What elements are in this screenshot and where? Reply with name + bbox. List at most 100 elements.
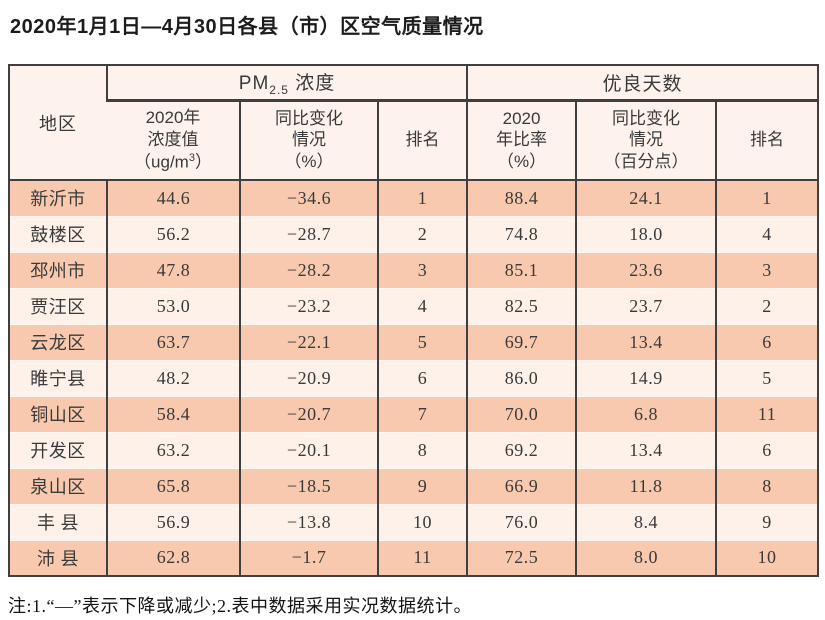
pm-change-cell: −28.2 [239, 251, 378, 288]
pm-rank-cell: 10 [376, 503, 468, 540]
good-change-cell: 6.8 [575, 395, 717, 432]
good-change-cell: 11.8 [575, 467, 717, 504]
header-pm-value-line1: 2020年 [145, 108, 201, 128]
good-rank-cell: 10 [715, 539, 819, 576]
header-good-rate-line2: 年比率 [496, 130, 548, 150]
region-cell: 鼓楼区 [9, 215, 107, 252]
region-cell: 云龙区 [9, 323, 107, 360]
table-row: 泉山区 65.8 −18.5 9 66.9 11.8 8 [9, 467, 819, 504]
header-pm-value: 2020年 浓度值 （ug/m3） [107, 100, 240, 181]
pm-rank-cell: 1 [376, 180, 468, 216]
pm-value-cell: 63.2 [106, 431, 240, 468]
table-row: 睢宁县 48.2 −20.9 6 86.0 14.9 5 [9, 359, 819, 396]
table-row: 鼓楼区 56.2 −28.7 2 74.8 18.0 4 [9, 215, 819, 252]
region-cell: 睢宁县 [9, 359, 107, 396]
header-good-change-line1: 同比变化 [612, 108, 681, 128]
good-rate-cell: 72.5 [466, 539, 577, 576]
region-cell: 开发区 [9, 431, 107, 468]
good-change-cell: 14.9 [575, 359, 717, 396]
good-rank-cell: 8 [715, 467, 819, 504]
pm-change-cell: −23.2 [239, 287, 378, 324]
header-pm-change: 同比变化 情况 （%） [239, 100, 378, 181]
pm-change-cell: −20.7 [239, 395, 378, 432]
good-rate-cell: 66.9 [466, 467, 577, 504]
header-good-change-line2: 情况 [629, 130, 664, 150]
good-change-cell: 23.6 [575, 251, 717, 288]
region-cell: 沛 县 [9, 539, 107, 576]
region-cell: 邳州市 [9, 251, 107, 288]
pm-rank-cell: 7 [376, 395, 468, 432]
page-title: 2020年1月1日—4月30日各县（市）区空气质量情况 [10, 16, 484, 38]
pm-value-cell: 65.8 [106, 467, 240, 504]
unit-suffix: ） [194, 152, 212, 172]
pm-change-cell: −1.7 [239, 539, 378, 576]
pm-change-cell: −20.9 [239, 359, 378, 396]
good-rate-cell: 88.4 [466, 180, 577, 216]
region-cell: 泉山区 [9, 467, 107, 504]
pm25-subscript: 2.5 [269, 82, 289, 97]
pm-rank-cell: 8 [376, 431, 468, 468]
table-row: 邳州市 47.8 −28.2 3 85.1 23.6 3 [9, 251, 819, 288]
pm-value-cell: 53.0 [106, 287, 240, 324]
header-pm-value-unit: （ug/m3） [107, 151, 239, 173]
region-cell: 新沂市 [9, 180, 107, 216]
pm-rank-cell: 3 [376, 251, 468, 288]
air-quality-table: 地区 PM2.5 浓度 优良天数 2020年 浓度值 （ug/m3） 同比变化 … [8, 64, 820, 577]
pm-rank-cell: 11 [376, 539, 468, 576]
pm-change-cell: −28.7 [239, 215, 378, 252]
good-rate-cell: 76.0 [466, 503, 577, 540]
good-rate-cell: 86.0 [466, 359, 577, 396]
header-region: 地区 [9, 65, 107, 181]
good-rank-cell: 5 [715, 359, 819, 396]
good-rank-cell: 3 [715, 251, 819, 288]
good-rate-cell: 69.7 [466, 323, 577, 360]
table-row: 贾汪区 53.0 −23.2 4 82.5 23.7 2 [9, 287, 819, 324]
pm-rank-cell: 9 [376, 467, 468, 504]
pm-rank-cell: 2 [376, 215, 468, 252]
pm-value-cell: 63.7 [106, 323, 240, 360]
header-pm-value-line2: 浓度值 [147, 130, 199, 150]
good-rate-cell: 74.8 [466, 215, 577, 252]
footnote: 注:1.“—”表示下降或减少;2.表中数据采用实况数据统计。 [8, 596, 472, 616]
header-pm25-group: PM2.5 浓度 [105, 65, 468, 102]
good-rank-cell: 9 [715, 503, 819, 540]
good-change-cell: 13.4 [575, 431, 717, 468]
good-change-cell: 8.0 [575, 539, 717, 576]
region-cell: 铜山区 [9, 395, 107, 432]
good-change-cell: 8.4 [575, 503, 717, 540]
header-pm-rank: 排名 [376, 100, 468, 181]
good-rate-cell: 70.0 [466, 395, 577, 432]
region-cell: 贾汪区 [9, 287, 107, 324]
header-good-rate-line3: （%） [496, 152, 547, 172]
table-row: 开发区 63.2 −20.1 8 69.2 13.4 6 [9, 431, 819, 468]
header-good-rank: 排名 [715, 100, 819, 181]
pm-change-cell: −18.5 [239, 467, 378, 504]
table-row: 丰 县 56.9 −13.8 10 76.0 8.4 9 [9, 503, 819, 540]
good-rate-cell: 69.2 [466, 431, 577, 468]
header-good-change-line3: （百分点） [603, 152, 689, 172]
good-rate-cell: 85.1 [466, 251, 577, 288]
good-rank-cell: 6 [715, 323, 819, 360]
pm-value-cell: 58.4 [106, 395, 240, 432]
header-pm-change-line2: 情况 [292, 130, 326, 150]
good-change-cell: 13.4 [575, 323, 717, 360]
header-good-rate-line1: 2020 [502, 108, 541, 128]
good-rank-cell: 6 [715, 431, 819, 468]
pm-rank-cell: 4 [376, 287, 468, 324]
header-sub-row: 2020年 浓度值 （ug/m3） 同比变化 情况 （%） 排名 2020 年比… [9, 100, 819, 181]
good-rank-cell: 1 [715, 180, 819, 216]
pm-change-cell: −20.1 [239, 431, 378, 468]
pm-change-cell: −22.1 [239, 323, 378, 360]
pm-change-cell: −34.6 [239, 180, 378, 216]
pm-value-cell: 56.9 [106, 503, 240, 540]
table-body: 新沂市 44.6 −34.6 1 88.4 24.1 1 鼓楼区 56.2 −2… [9, 180, 819, 576]
pm25-label-suffix: 浓度 [288, 72, 336, 94]
pm-value-cell: 56.2 [106, 215, 240, 252]
table-row: 新沂市 44.6 −34.6 1 88.4 24.1 1 [9, 180, 819, 216]
pm-value-cell: 47.8 [106, 251, 240, 288]
pm-value-cell: 48.2 [106, 359, 240, 396]
header-good-rate: 2020 年比率 （%） [466, 100, 577, 181]
good-rank-cell: 2 [715, 287, 819, 324]
header-good-change: 同比变化 情况 （百分点） [575, 100, 717, 181]
